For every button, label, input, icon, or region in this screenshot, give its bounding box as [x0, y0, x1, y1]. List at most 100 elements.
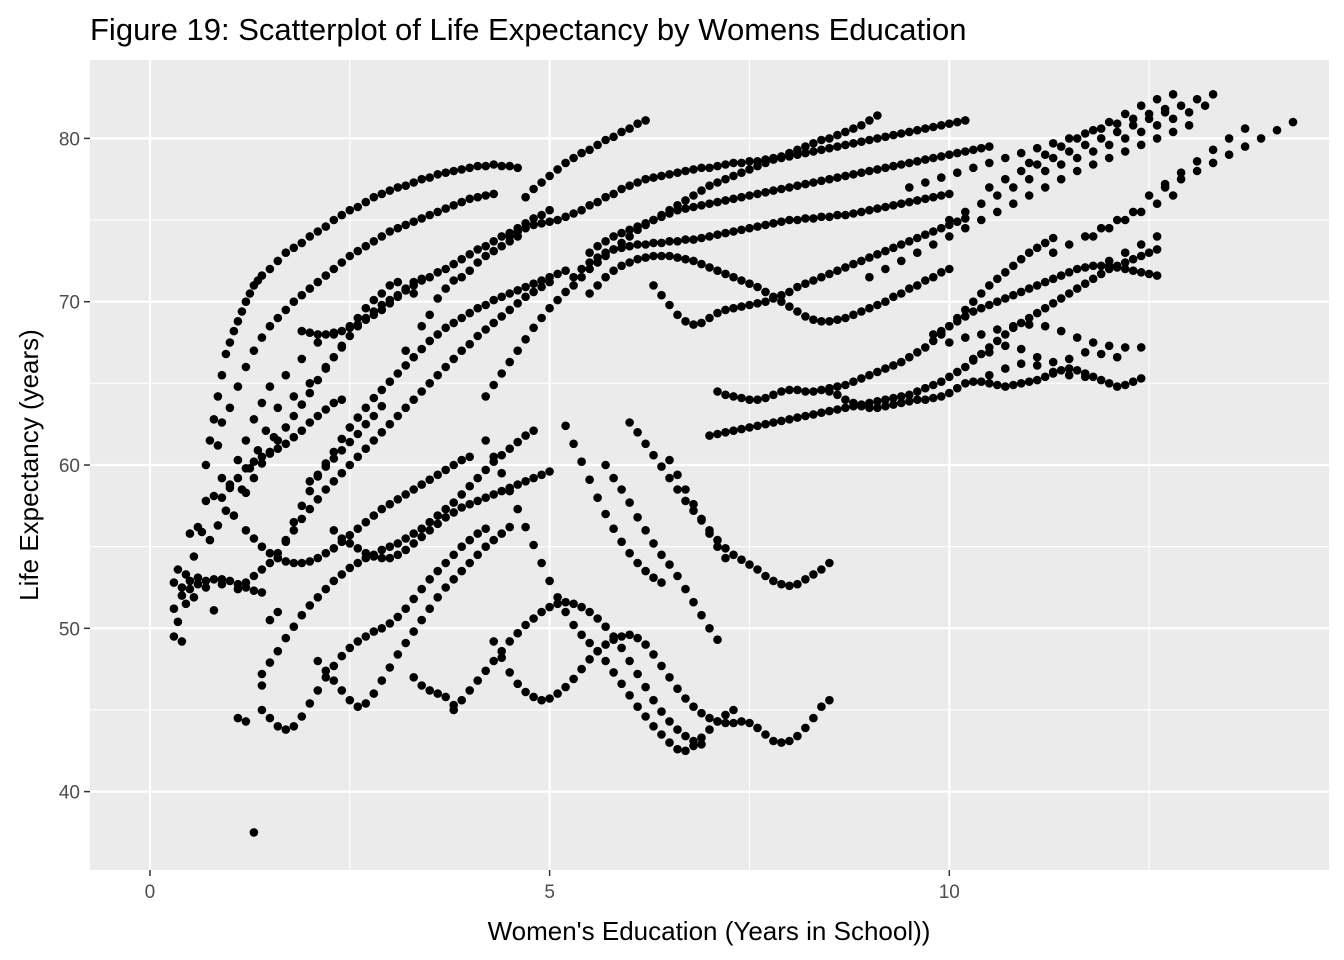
- data-point: [1120, 380, 1130, 390]
- data-point: [545, 277, 554, 287]
- data-point: [913, 196, 922, 205]
- data-point: [329, 576, 339, 586]
- data-point: [521, 687, 530, 697]
- data-point: [713, 230, 722, 239]
- data-point: [745, 223, 754, 233]
- data-point: [345, 205, 355, 215]
- data-point: [689, 597, 698, 607]
- data-point: [609, 635, 618, 644]
- data-point: [1024, 174, 1034, 184]
- data-point: [521, 192, 530, 202]
- data-point: [801, 411, 810, 421]
- data-point: [761, 393, 770, 403]
- data-point: [305, 699, 315, 708]
- data-point: [681, 317, 690, 326]
- data-point: [697, 186, 706, 195]
- data-point: [273, 646, 283, 656]
- data-point: [777, 184, 786, 194]
- data-point: [245, 289, 255, 298]
- data-point: [705, 624, 714, 633]
- data-point: [209, 491, 219, 501]
- data-point: [633, 119, 642, 128]
- data-point: [665, 237, 674, 246]
- data-point: [769, 186, 778, 195]
- chart-title: Figure 19: Scatterplot of Life Expectanc…: [90, 12, 967, 47]
- data-point: [729, 392, 738, 401]
- data-point: [793, 181, 802, 190]
- data-point: [697, 259, 706, 269]
- data-point: [233, 382, 243, 391]
- data-point: [921, 194, 930, 204]
- data-point: [465, 308, 475, 318]
- data-point: [833, 210, 842, 220]
- data-point: [1088, 372, 1098, 382]
- data-point: [737, 276, 746, 285]
- data-point: [465, 452, 475, 462]
- data-point: [729, 550, 738, 560]
- y-axis-title: Life Expectancy (years): [14, 329, 44, 601]
- data-point: [529, 614, 538, 623]
- data-point: [617, 127, 626, 137]
- data-point: [177, 583, 187, 592]
- data-point: [849, 170, 858, 179]
- data-point: [289, 526, 299, 535]
- data-point: [369, 689, 379, 698]
- data-point: [737, 424, 746, 434]
- data-point: [777, 579, 786, 589]
- data-point: [1144, 191, 1154, 200]
- data-point: [305, 557, 315, 566]
- y-tick-label: 60: [59, 456, 80, 477]
- data-point: [801, 279, 810, 289]
- data-point: [609, 266, 618, 276]
- data-point: [681, 731, 690, 741]
- data-point: [289, 517, 299, 527]
- data-point: [1072, 284, 1082, 293]
- data-point: [1040, 372, 1050, 382]
- data-point: [769, 418, 778, 427]
- data-point: [673, 744, 682, 754]
- data-point: [481, 241, 491, 251]
- data-point: [385, 186, 395, 195]
- data-point: [497, 529, 507, 538]
- data-point: [377, 385, 387, 395]
- data-point: [961, 305, 970, 315]
- data-point: [1120, 215, 1130, 225]
- data-point: [865, 135, 874, 145]
- data-point: [521, 282, 530, 292]
- data-point: [961, 116, 970, 125]
- data-point: [721, 196, 730, 205]
- data-point: [497, 369, 507, 378]
- data-point: [617, 632, 626, 641]
- data-point: [497, 241, 507, 251]
- data-point: [929, 240, 938, 249]
- data-point: [833, 142, 842, 151]
- data-point: [513, 437, 522, 447]
- data-point: [1128, 114, 1138, 124]
- data-point: [217, 473, 227, 483]
- data-point: [1032, 352, 1042, 362]
- data-point: [753, 395, 762, 405]
- data-point: [761, 155, 770, 164]
- data-point: [473, 331, 483, 341]
- data-point: [425, 475, 435, 485]
- data-point: [833, 315, 842, 325]
- data-point: [537, 219, 546, 228]
- data-point: [577, 264, 586, 274]
- data-point: [529, 426, 538, 436]
- data-point: [385, 419, 395, 429]
- data-point: [745, 157, 754, 166]
- data-point: [881, 395, 890, 405]
- data-point: [425, 604, 435, 613]
- data-point: [209, 575, 219, 584]
- data-point: [1056, 174, 1066, 184]
- data-point: [721, 269, 730, 279]
- data-point: [377, 305, 387, 315]
- data-point: [993, 325, 1002, 334]
- data-point: [417, 321, 427, 331]
- data-point: [241, 436, 251, 445]
- data-point: [185, 576, 195, 586]
- data-point: [353, 524, 363, 533]
- data-point: [753, 421, 762, 431]
- data-point: [1001, 364, 1010, 373]
- data-point: [713, 387, 722, 396]
